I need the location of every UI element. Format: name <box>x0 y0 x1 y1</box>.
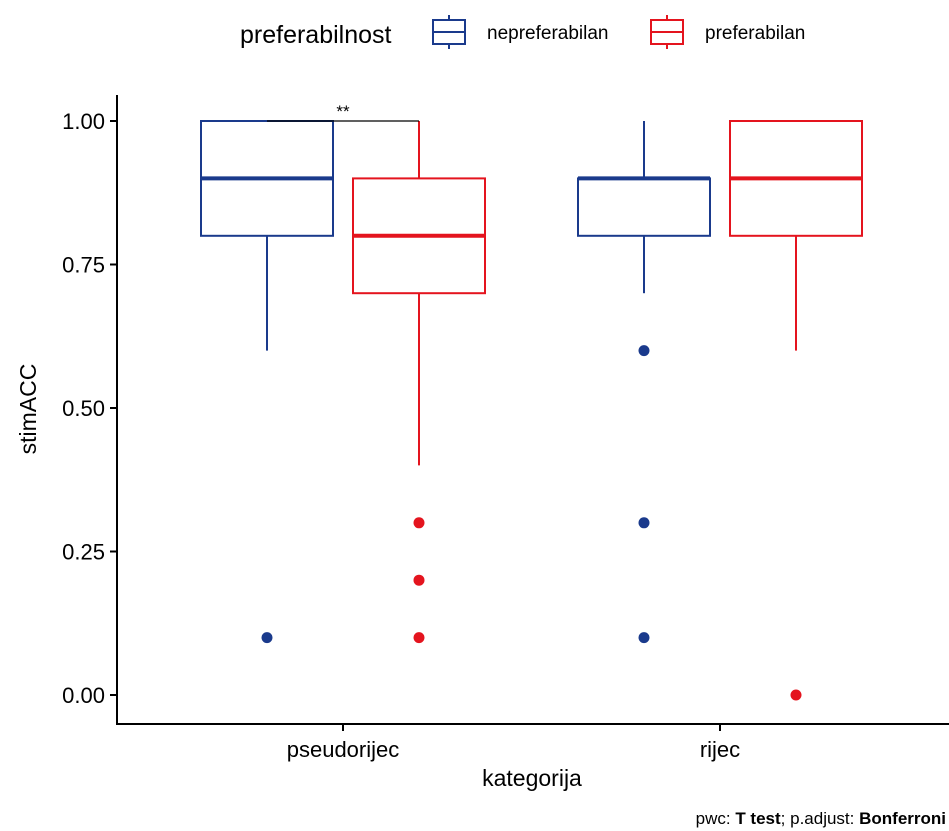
legend-key-nepreferabilan <box>432 15 466 49</box>
boxes <box>200 120 863 701</box>
box-nepreferabilan-pseudorijec <box>200 120 334 644</box>
legend: preferabilnost nepreferabilan preferabil… <box>240 15 805 49</box>
y-tick-label: 1.00 <box>62 109 105 134</box>
legend-title: preferabilnost <box>240 21 392 49</box>
legend-item-nepreferabilan: nepreferabilan <box>432 15 608 49</box>
x-tick-label: pseudorijec <box>287 737 400 762</box>
x-axis-ticks: pseudorijec rijec <box>287 724 740 762</box>
caption-test: T test <box>735 809 781 828</box>
caption-middle: ; p.adjust: <box>781 809 859 828</box>
legend-label-nepreferabilan: nepreferabilan <box>487 23 608 44</box>
y-tick-label: 0.00 <box>62 683 105 708</box>
box-nepreferabilan-rijec <box>577 121 711 644</box>
outlier-point <box>413 632 425 644</box>
y-tick-label: 0.75 <box>62 253 105 278</box>
x-tick-label: rijec <box>700 737 740 762</box>
outlier-point <box>413 517 425 529</box>
y-tick-label: 0.50 <box>62 396 105 421</box>
x-axis-title: kategorija <box>482 765 582 791</box>
legend-item-preferabilan: preferabilan <box>650 15 805 49</box>
caption: pwc: T test; p.adjust: Bonferroni <box>696 809 946 828</box>
legend-key-preferabilan <box>650 15 684 49</box>
box-iqr <box>577 177 711 237</box>
box-preferabilan-pseudorijec <box>352 121 486 644</box>
outlier-point <box>790 689 802 701</box>
y-axis-ticks: 0.00 0.25 0.50 0.75 1.00 <box>62 109 117 708</box>
outlier-point <box>638 517 650 529</box>
outlier-point <box>413 574 425 586</box>
outlier-point <box>638 632 650 644</box>
caption-method: Bonferroni <box>859 809 946 828</box>
significance-label: ** <box>336 102 350 121</box>
outlier-point <box>261 632 273 644</box>
box-preferabilan-rijec <box>729 120 863 701</box>
outlier-point <box>638 345 650 357</box>
caption-prefix: pwc: <box>696 809 736 828</box>
y-axis-title: stimACC <box>15 364 41 455</box>
legend-label-preferabilan: preferabilan <box>705 23 805 44</box>
y-tick-label: 0.25 <box>62 540 105 565</box>
significance-brackets: ** <box>267 102 419 122</box>
